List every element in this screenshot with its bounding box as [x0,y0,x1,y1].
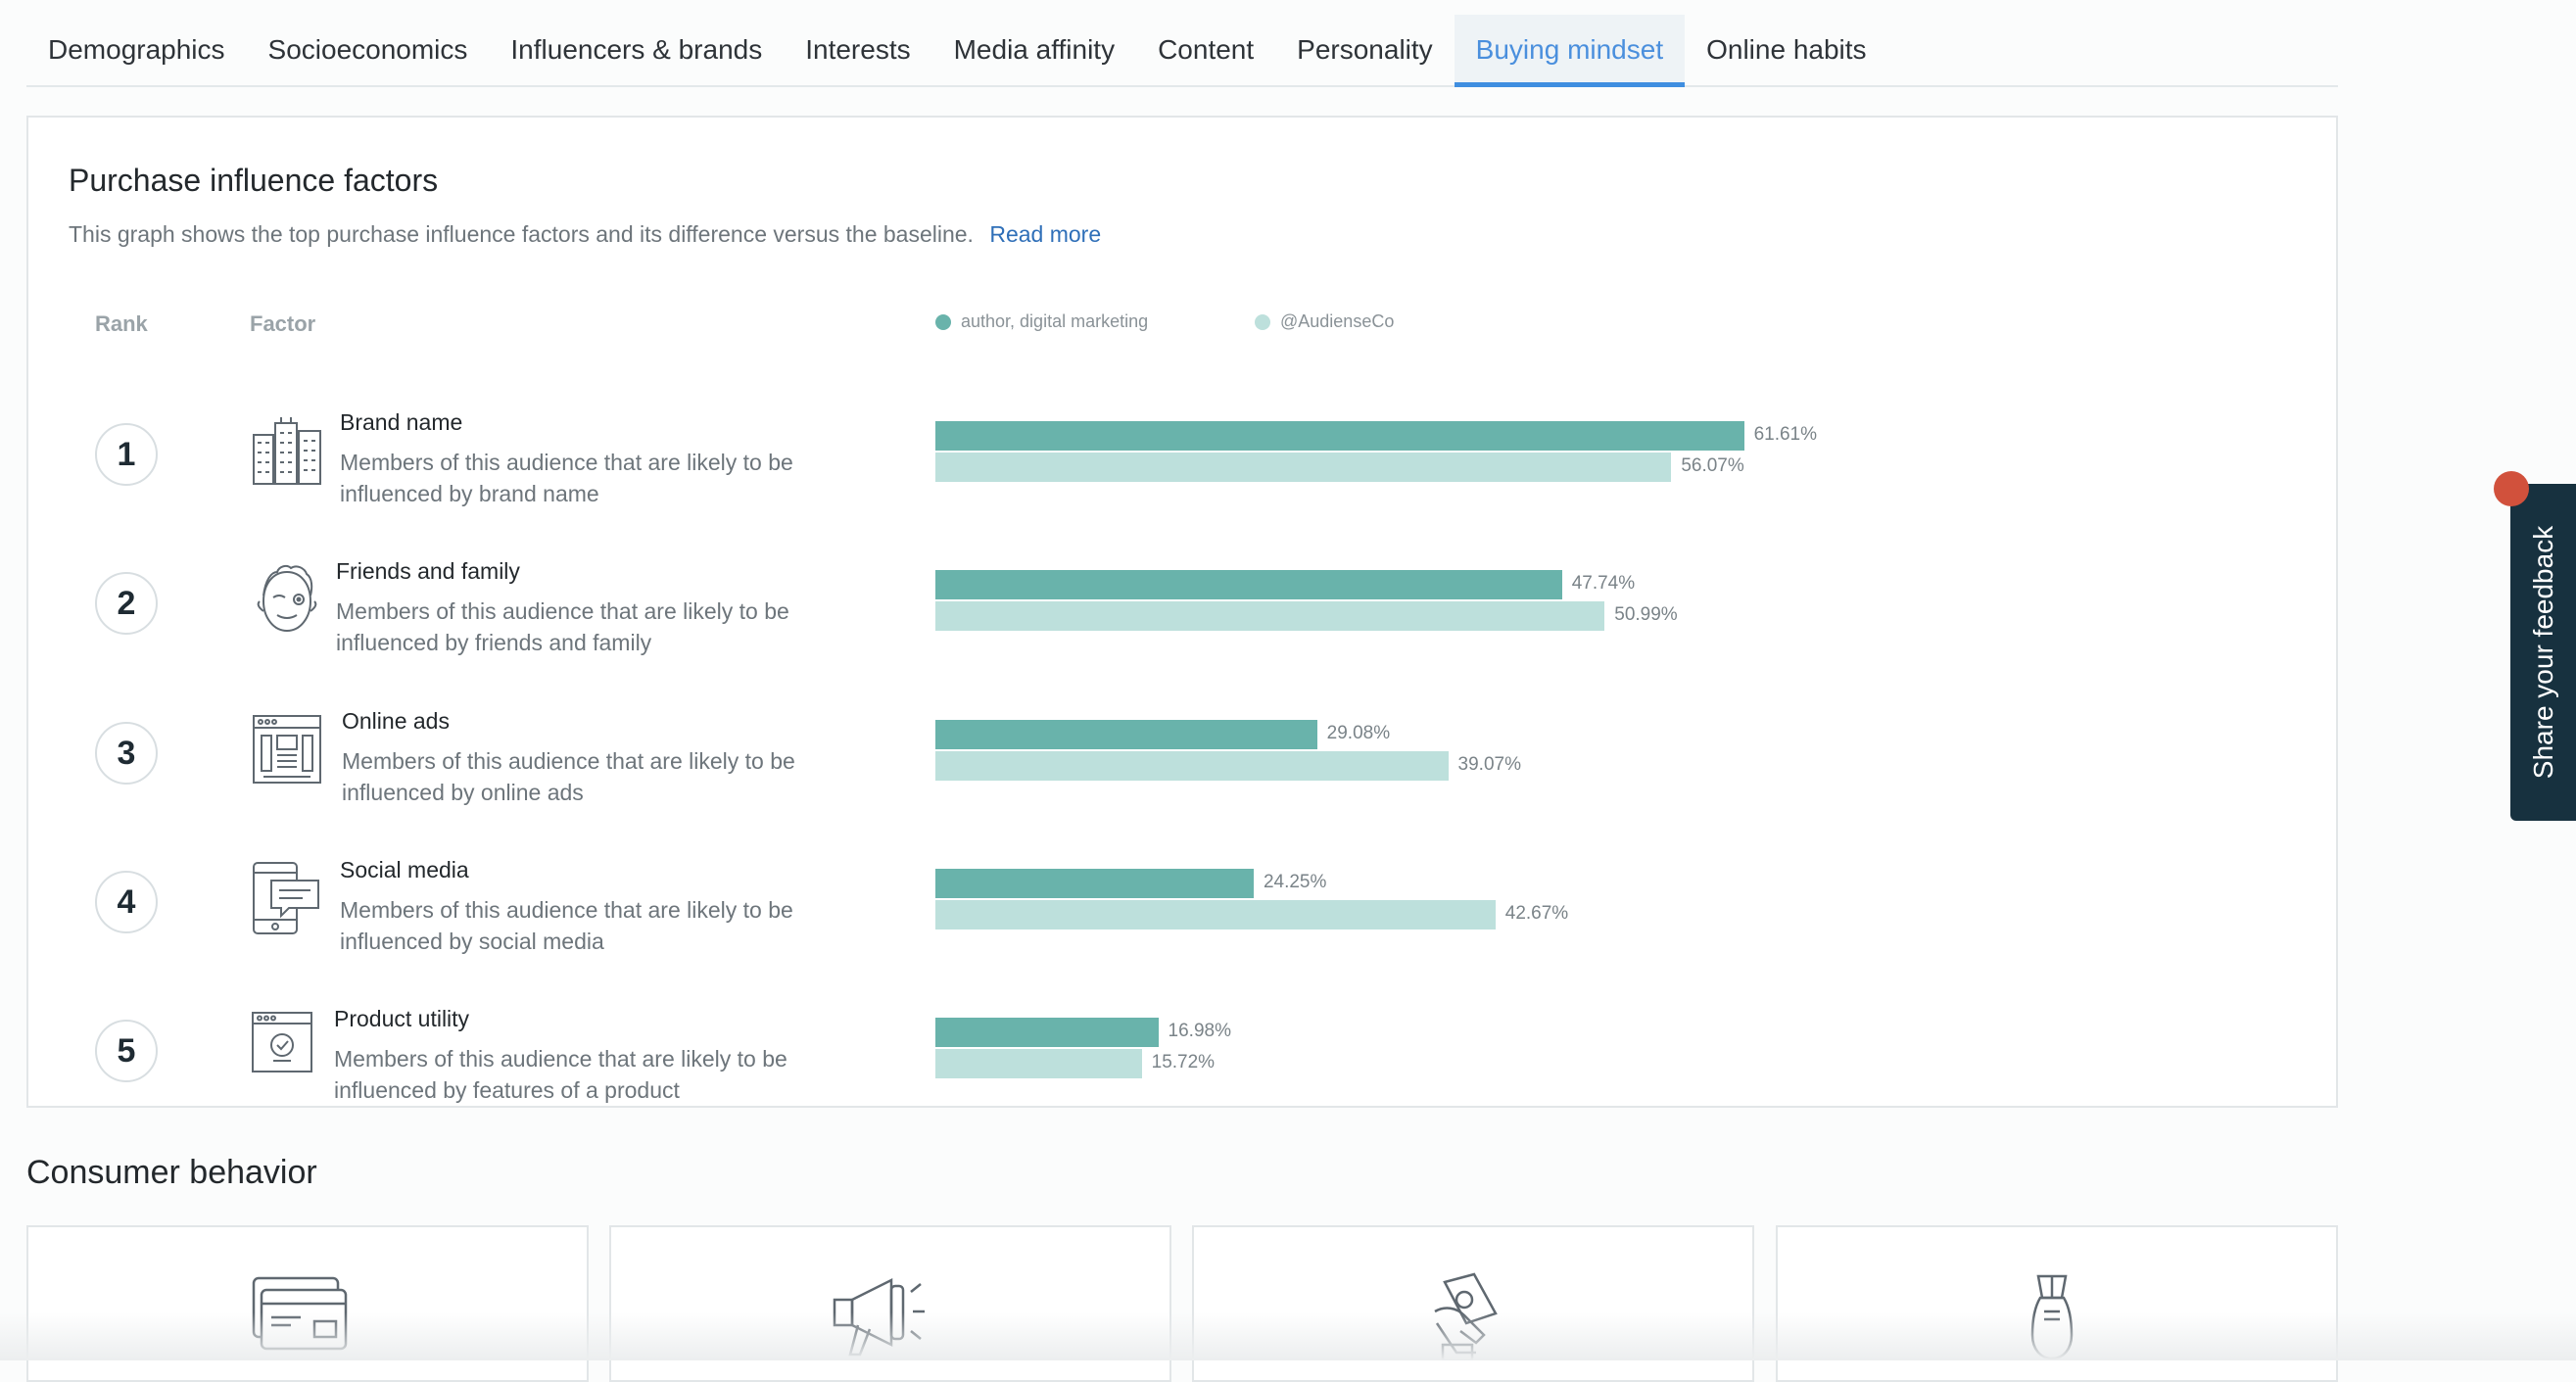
factor-description: Members of this audience that are likely… [340,894,849,957]
tab-socioeconomics[interactable]: Socioeconomics [267,34,468,65]
bar-label-primary: 61.61% [1753,424,1818,445]
factor-description-line: influenced by features of a product [334,1077,680,1103]
bar-label-primary: 24.25% [1263,872,1327,892]
factor-description: Members of this audience that are likely… [336,596,845,658]
card-description-text: This graph shows the top purchase influe… [69,221,974,247]
bar-primary [935,570,1562,599]
factor-description-line: Members of this audience that are likely… [340,450,793,475]
bar-baseline [935,751,1449,781]
tab-demographics[interactable]: Demographics [48,34,225,65]
rank-badge: 1 [95,423,158,486]
factor-description-line: Members of this audience that are likely… [336,598,789,624]
card-description: This graph shows the top purchase influe… [69,221,1101,248]
bar-label-baseline: 42.67% [1504,903,1569,924]
notification-dot [2494,471,2529,506]
bar-primary [935,869,1254,898]
consumer-behavior-title: Consumer behavior [26,1154,317,1191]
rank-badge: 4 [95,871,158,933]
bar-label-baseline: 56.07% [1681,455,1744,476]
browser-check-icon [250,1010,314,1074]
buildings-icon [250,413,324,488]
factor-description: Members of this audience that are likely… [340,447,849,509]
consumer-behavior-card[interactable] [609,1225,1171,1382]
legend-label: author, digital marketing [961,311,1149,331]
factor-row: 1 Brand name Members of this audience th… [28,382,2336,529]
factor-description-line: influenced by friends and family [336,630,652,655]
legend-label: @AudienseCo [1280,311,1395,331]
bar-label-baseline: 50.99% [1614,604,1678,625]
factor-description-line: influenced by online ads [342,780,584,805]
factor-description-line: Members of this audience that are likely… [334,1046,787,1072]
bar-baseline [935,1049,1142,1078]
legend-item-baseline: @AudienseCo [1255,311,1394,332]
legend-dot [1255,313,1270,330]
winking-face-icon [250,562,324,637]
tab-online-habits[interactable]: Online habits [1706,34,1867,65]
rank-badge: 2 [95,572,158,635]
bar-baseline [935,453,1672,482]
factor-description-line: influenced by social media [340,929,604,954]
bar-primary [935,1018,1159,1047]
factor-row: 3 Online ads Members of this audience th… [28,681,2336,828]
bar-label-primary: 29.08% [1326,723,1391,743]
money-hand-icon [1415,1272,1513,1362]
tab-personality[interactable]: Personality [1297,34,1433,65]
phone-chat-icon [250,861,324,935]
purchase-influence-card: Purchase influence factors This graph sh… [26,116,2338,1108]
tab-media-affinity[interactable]: Media affinity [953,34,1116,65]
factor-row: 2 Friends and family Members of this aud… [28,531,2336,678]
bar-baseline [935,601,1605,631]
credit-cards-icon [250,1272,348,1360]
rank-badge: 5 [95,1020,158,1082]
factor-name: Online ads [342,708,450,734]
tab-bar: Demographics Socioeconomics Influencers … [26,15,2338,87]
factor-row: 4 Social media Members of this audience … [28,830,2336,977]
bar-primary [935,421,1744,451]
bar-baseline [935,900,1496,929]
bar-label-primary: 47.74% [1571,573,1636,594]
consumer-behavior-card[interactable] [26,1225,589,1382]
megaphone-icon [831,1272,929,1360]
factor-column-header: Factor [250,311,316,336]
feedback-label: Share your feedback [2527,525,2558,780]
tab-buying-mindset[interactable]: Buying mindset [1454,15,1686,87]
bar-label-baseline: 39.07% [1457,754,1521,775]
legend-dot [935,313,951,330]
factor-name: Friends and family [336,558,520,584]
legend-item-primary: author, digital marketing [935,311,1148,332]
share-feedback-button[interactable]: Share your feedback [2510,484,2576,821]
bar-label-baseline: 15.72% [1151,1052,1216,1072]
bomb-icon [2003,1272,2101,1360]
factor-description-line: Members of this audience that are likely… [342,748,795,774]
read-more-link[interactable]: Read more [989,221,1102,247]
bar-label-primary: 16.98% [1168,1021,1231,1041]
tab-influencers-brands[interactable]: Influencers & brands [510,34,763,65]
rank-column-header: Rank [95,311,148,336]
consumer-behavior-card[interactable] [1192,1225,1754,1382]
factor-row: 5 Product utility Members of this audien… [28,978,2336,1125]
tab-interests[interactable]: Interests [805,34,911,65]
factor-name: Brand name [340,409,463,435]
consumer-behavior-card[interactable] [1776,1225,2338,1382]
factor-name: Product utility [334,1006,470,1031]
rank-badge: 3 [95,722,158,785]
factor-description-line: influenced by brand name [340,481,599,506]
factor-description: Members of this audience that are likely… [342,745,851,808]
factor-name: Social media [340,857,469,882]
tab-content[interactable]: Content [1158,34,1255,65]
card-title: Purchase influence factors [69,163,439,198]
browser-ad-icon [250,712,324,786]
factor-description-line: Members of this audience that are likely… [340,897,793,923]
factor-description: Members of this audience that are likely… [334,1043,843,1106]
bar-primary [935,720,1317,749]
